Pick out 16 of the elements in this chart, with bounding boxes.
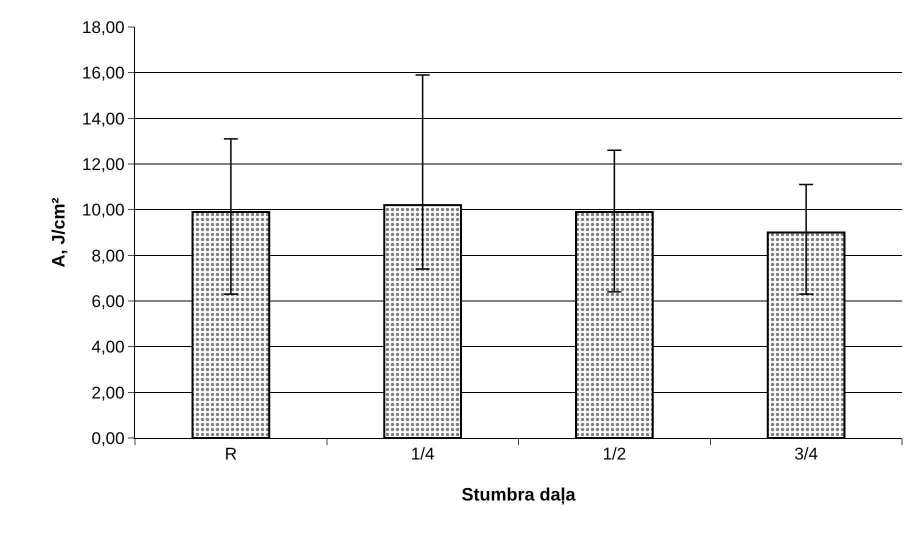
y-tick-label: 6,00	[92, 292, 125, 311]
x-tick-label: 1/4	[410, 444, 434, 464]
y-tick-label: 18,00	[82, 18, 125, 37]
y-tick-label: 8,00	[92, 246, 125, 266]
x-tick-label: R	[224, 444, 238, 464]
x-tick-label: 3/4	[794, 444, 818, 464]
y-tick-label: 14,00	[82, 109, 125, 128]
x-axis-title: Stumbra daļa	[461, 484, 577, 504]
y-tick-label: 12,00	[82, 154, 125, 174]
y-tick-label: 0,00	[92, 428, 125, 448]
y-tick-label: 16,00	[82, 64, 125, 83]
x-tick-label: 1/2	[602, 444, 626, 464]
y-tick-label: 2,00	[92, 383, 125, 402]
y-tick-label: 4,00	[92, 338, 125, 357]
y-axis-title: A, J/cm²	[48, 197, 68, 268]
y-tick-label: 10,00	[82, 200, 125, 220]
